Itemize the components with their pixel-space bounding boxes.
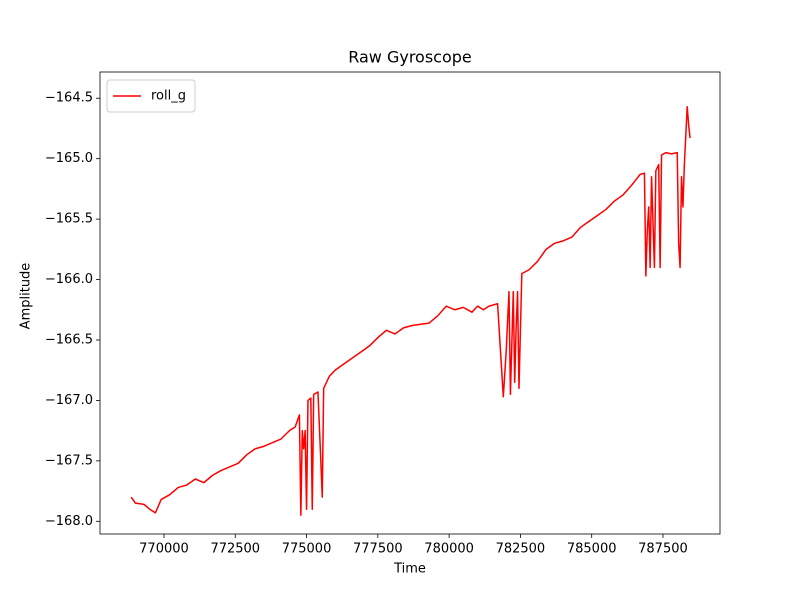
y-tick-label: −168.0: [45, 514, 93, 529]
x-tick-label: 785000: [567, 542, 617, 557]
x-tick-label: 777500: [353, 542, 403, 557]
legend-label: roll_g: [151, 89, 186, 104]
data-line: [130, 105, 691, 517]
plot-frame: [99, 71, 721, 535]
legend-box: [106, 79, 196, 113]
x-tick-label: 775000: [282, 542, 332, 557]
y-tick-label: −164.5: [45, 91, 93, 106]
x-tick-label: 782500: [496, 542, 546, 557]
x-axis-label: Time: [393, 562, 426, 577]
x-tick-label: 770000: [139, 542, 189, 557]
x-tick-label: 772500: [210, 542, 260, 557]
x-tick-label: 787500: [638, 542, 688, 557]
chart-title: Raw Gyroscope: [348, 48, 472, 67]
y-tick-label: −165.0: [45, 151, 93, 166]
y-tick-label: −167.0: [45, 393, 93, 408]
y-axis-label: Amplitude: [19, 263, 34, 330]
y-tick-label: −166.5: [45, 332, 93, 347]
x-tick-label: 780000: [424, 542, 474, 557]
y-tick-label: −166.0: [45, 272, 93, 287]
y-tick-label: −167.5: [45, 453, 93, 468]
y-tick-label: −165.5: [45, 212, 93, 227]
